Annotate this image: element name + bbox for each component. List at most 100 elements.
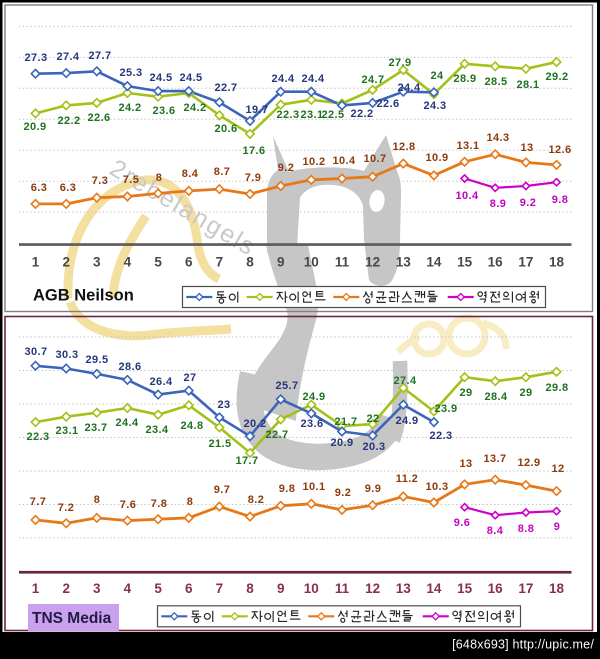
svg-text:8.2: 8.2 — [248, 494, 265, 506]
svg-text:9.8: 9.8 — [279, 483, 296, 495]
svg-text:9.8: 9.8 — [552, 194, 569, 206]
svg-text:3: 3 — [93, 255, 101, 270]
svg-text:10: 10 — [304, 581, 319, 596]
svg-text:[648x693] http://upic.me/: [648x693] http://upic.me/ — [452, 638, 594, 652]
svg-text:7: 7 — [216, 255, 224, 270]
svg-text:17.6: 17.6 — [242, 145, 265, 157]
svg-text:29.2: 29.2 — [545, 71, 568, 83]
svg-text:22: 22 — [366, 413, 379, 425]
svg-text:11: 11 — [335, 255, 350, 270]
svg-text:22.5: 22.5 — [321, 109, 344, 121]
svg-text:7.6: 7.6 — [120, 499, 137, 511]
svg-text:22.3: 22.3 — [429, 430, 452, 442]
svg-text:7.2: 7.2 — [58, 502, 75, 514]
svg-text:9.2: 9.2 — [520, 197, 537, 209]
svg-text:23.6: 23.6 — [152, 105, 175, 117]
svg-text:28.9: 28.9 — [453, 73, 476, 85]
svg-text:23.1: 23.1 — [300, 109, 323, 121]
svg-text:8: 8 — [94, 494, 101, 506]
svg-text:24.5: 24.5 — [149, 72, 172, 84]
svg-text:30.3: 30.3 — [55, 349, 78, 361]
svg-text:24.9: 24.9 — [395, 415, 418, 427]
svg-text:8: 8 — [246, 255, 254, 270]
svg-text:25.3: 25.3 — [119, 67, 142, 79]
svg-text:9.2: 9.2 — [335, 487, 352, 499]
svg-text:AGB Neilson: AGB Neilson — [33, 287, 134, 305]
svg-text:29: 29 — [519, 387, 532, 399]
svg-text:12: 12 — [365, 581, 380, 596]
svg-text:27.3: 27.3 — [24, 52, 47, 64]
svg-text:28.4: 28.4 — [484, 391, 507, 403]
svg-text:22.7: 22.7 — [214, 82, 237, 94]
svg-text:4: 4 — [124, 581, 132, 596]
svg-text:6: 6 — [185, 581, 193, 596]
svg-text:27.4: 27.4 — [56, 51, 79, 63]
svg-text:5: 5 — [154, 255, 162, 270]
svg-text:TNS Media: TNS Media — [32, 610, 112, 627]
svg-text:13: 13 — [396, 581, 412, 596]
svg-text:17: 17 — [518, 255, 533, 270]
svg-text:23.4: 23.4 — [145, 424, 168, 436]
svg-text:24.4: 24.4 — [397, 82, 420, 94]
svg-text:8.7: 8.7 — [214, 166, 231, 178]
svg-text:8: 8 — [156, 172, 163, 184]
svg-text:12.9: 12.9 — [517, 457, 540, 469]
svg-text:16: 16 — [488, 581, 504, 596]
svg-text:22.2: 22.2 — [57, 115, 80, 127]
svg-text:8: 8 — [187, 496, 194, 508]
svg-text:18: 18 — [549, 255, 565, 270]
svg-text:7.9: 7.9 — [245, 172, 262, 184]
svg-text:20.2: 20.2 — [243, 418, 266, 430]
svg-text:24.2: 24.2 — [183, 102, 206, 114]
svg-text:8.4: 8.4 — [182, 168, 199, 180]
svg-text:23.1: 23.1 — [55, 425, 78, 437]
svg-text:14: 14 — [426, 255, 442, 270]
svg-text:16: 16 — [488, 255, 504, 270]
svg-text:24.2: 24.2 — [118, 102, 141, 114]
svg-text:20.9: 20.9 — [23, 121, 46, 133]
svg-text:20.3: 20.3 — [362, 441, 385, 453]
svg-text:19.7: 19.7 — [245, 104, 268, 116]
svg-text:24.4: 24.4 — [115, 417, 138, 429]
svg-text:12: 12 — [551, 463, 564, 475]
svg-text:18: 18 — [549, 581, 565, 596]
svg-text:24.3: 24.3 — [423, 100, 446, 112]
svg-text:27.7: 27.7 — [88, 50, 111, 62]
svg-text:28.1: 28.1 — [516, 79, 539, 91]
svg-text:28.5: 28.5 — [484, 76, 507, 88]
svg-text:9.6: 9.6 — [454, 517, 471, 529]
svg-text:2: 2 — [62, 581, 70, 596]
svg-text:24.8: 24.8 — [180, 420, 203, 432]
svg-text:9.2: 9.2 — [278, 162, 295, 174]
svg-text:27.9: 27.9 — [388, 57, 411, 69]
svg-text:3: 3 — [93, 581, 101, 596]
svg-text:29.5: 29.5 — [85, 354, 108, 366]
svg-text:22.6: 22.6 — [376, 98, 399, 110]
svg-text:23.7: 23.7 — [84, 422, 107, 434]
svg-text:7.3: 7.3 — [92, 175, 109, 187]
svg-text:9: 9 — [554, 521, 561, 533]
svg-text:24.4: 24.4 — [271, 73, 294, 85]
svg-text:15: 15 — [457, 581, 473, 596]
svg-text:5: 5 — [154, 581, 162, 596]
svg-text:6.3: 6.3 — [60, 182, 77, 194]
svg-text:13: 13 — [520, 142, 533, 154]
svg-text:29: 29 — [459, 387, 472, 399]
svg-text:8.9: 8.9 — [490, 198, 507, 210]
svg-text:9.9: 9.9 — [365, 483, 382, 495]
svg-text:6: 6 — [185, 255, 193, 270]
svg-text:10.4: 10.4 — [455, 190, 478, 202]
svg-text:14.3: 14.3 — [486, 132, 509, 144]
svg-text:12.8: 12.8 — [392, 141, 415, 153]
svg-text:4: 4 — [124, 255, 132, 270]
svg-text:20.6: 20.6 — [214, 123, 237, 135]
svg-text:10.7: 10.7 — [363, 153, 386, 165]
svg-text:9: 9 — [277, 255, 285, 270]
svg-text:24.9: 24.9 — [302, 391, 325, 403]
svg-text:17.7: 17.7 — [235, 455, 258, 467]
svg-text:25.7: 25.7 — [275, 380, 298, 392]
svg-text:1: 1 — [32, 255, 40, 270]
svg-text:10: 10 — [304, 255, 319, 270]
svg-text:17: 17 — [518, 581, 533, 596]
svg-text:21.5: 21.5 — [208, 438, 231, 450]
